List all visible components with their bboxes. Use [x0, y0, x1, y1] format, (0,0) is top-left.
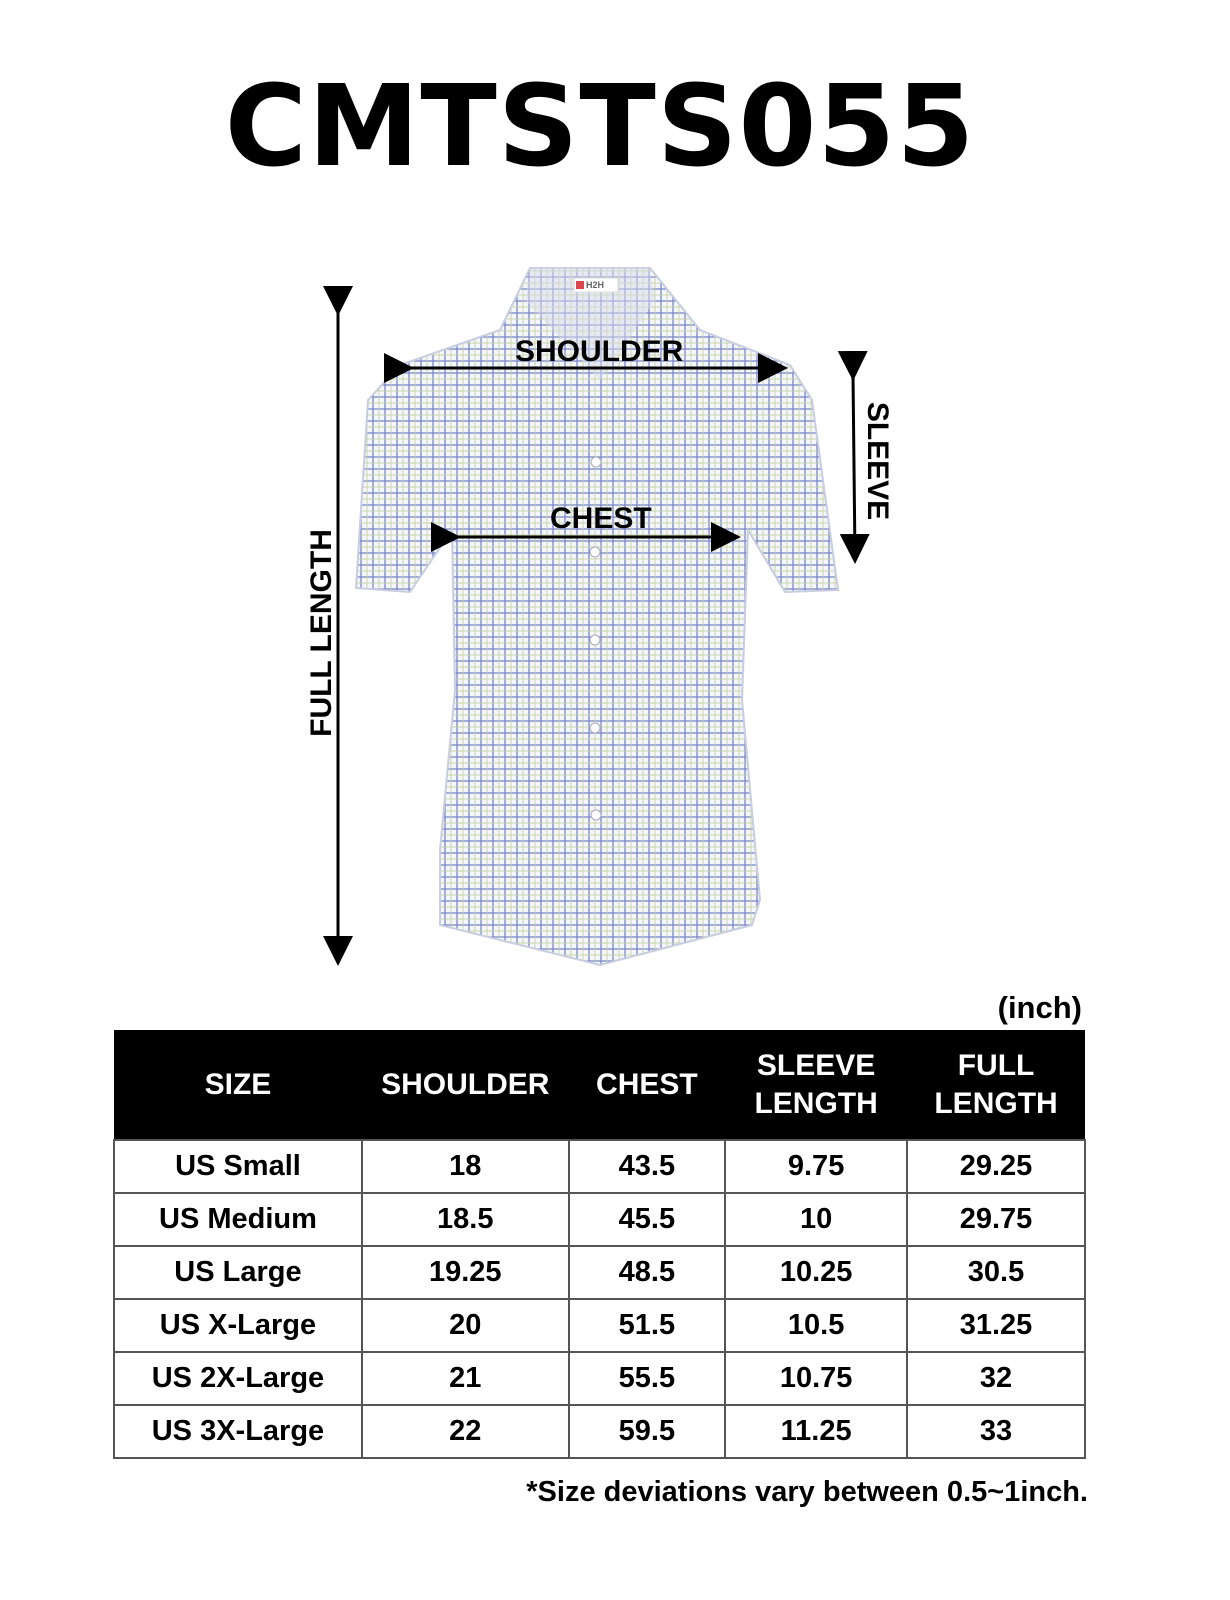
- brand-label: H2H: [586, 280, 605, 290]
- table-cell: 43.5: [567, 1139, 727, 1194]
- table-cell: 20: [360, 1298, 570, 1353]
- table-cell: US X-Large: [113, 1298, 363, 1353]
- shirt-diagram: [323, 267, 870, 967]
- table-cell: 32: [906, 1351, 1086, 1406]
- table-cell: 29.75: [906, 1192, 1086, 1247]
- header-sleeve-length: SLEEVE LENGTH: [725, 1030, 908, 1140]
- table-row: US 3X-Large 22 59.5 11.25 33: [113, 1404, 1086, 1459]
- sleeve-arrow: [837, 350, 870, 564]
- table-row: US Large 19.25 48.5 10.25 30.5: [113, 1245, 1086, 1300]
- header-size: SIZE: [114, 1030, 362, 1140]
- shirt-image: [354, 267, 840, 967]
- sleeve-label: SLEEVE: [861, 401, 895, 521]
- table-cell: 10.75: [724, 1351, 909, 1406]
- table-cell: 33: [906, 1404, 1086, 1459]
- table-cell: 22: [360, 1404, 570, 1459]
- table-row: US X-Large 20 51.5 10.5 31.25: [113, 1298, 1086, 1353]
- table-cell: US Small: [113, 1139, 363, 1194]
- table-cell: 55.5: [567, 1351, 727, 1406]
- shoulder-label: SHOULDER: [515, 335, 684, 368]
- table-cell: 48.5: [567, 1245, 727, 1300]
- header-shoulder: SHOULDER: [361, 1030, 569, 1140]
- table-cell: US 3X-Large: [113, 1404, 363, 1459]
- table-cell: US Medium: [113, 1192, 363, 1247]
- table-cell: 29.25: [906, 1139, 1086, 1194]
- table-cell: 19.25: [360, 1245, 570, 1300]
- table-cell: US Large: [113, 1245, 363, 1300]
- table-cell: 18: [360, 1139, 570, 1194]
- product-code-title: CMTSTS055: [224, 62, 976, 192]
- table-cell: 30.5: [906, 1245, 1086, 1300]
- table-cell: 18.5: [360, 1192, 570, 1247]
- table-row: US 2X-Large 21 55.5 10.75 32: [113, 1351, 1086, 1406]
- header-full-length: FULL LENGTH: [907, 1030, 1085, 1140]
- table-cell: 45.5: [567, 1192, 727, 1247]
- size-deviation-note: *Size deviations vary between 0.5~1inch.: [526, 1476, 1088, 1508]
- table-header-row: SIZE SHOULDER CHEST SLEEVE LENGTH FULL L…: [114, 1030, 1085, 1140]
- table-cell: 21: [360, 1351, 570, 1406]
- table-cell: 10.25: [724, 1245, 909, 1300]
- table-row: US Small 18 43.5 9.75 29.25: [113, 1139, 1086, 1194]
- unit-label: (inch): [997, 990, 1082, 1025]
- chest-label: CHEST: [550, 502, 652, 535]
- table-cell: 59.5: [567, 1404, 727, 1459]
- table-cell: 9.75: [724, 1139, 909, 1194]
- table-row: US Medium 18.5 45.5 10 29.75: [113, 1192, 1086, 1247]
- table-cell: 11.25: [724, 1404, 909, 1459]
- table-cell: 51.5: [567, 1298, 727, 1353]
- full-length-label: FULL LENGTH: [304, 529, 338, 737]
- table-cell: 31.25: [906, 1298, 1086, 1353]
- table-cell: US 2X-Large: [113, 1351, 363, 1406]
- size-table: SIZE SHOULDER CHEST SLEEVE LENGTH FULL L…: [113, 1030, 1086, 1459]
- header-chest: CHEST: [568, 1030, 726, 1140]
- table-cell: 10: [724, 1192, 909, 1247]
- table-cell: 10.5: [724, 1298, 909, 1353]
